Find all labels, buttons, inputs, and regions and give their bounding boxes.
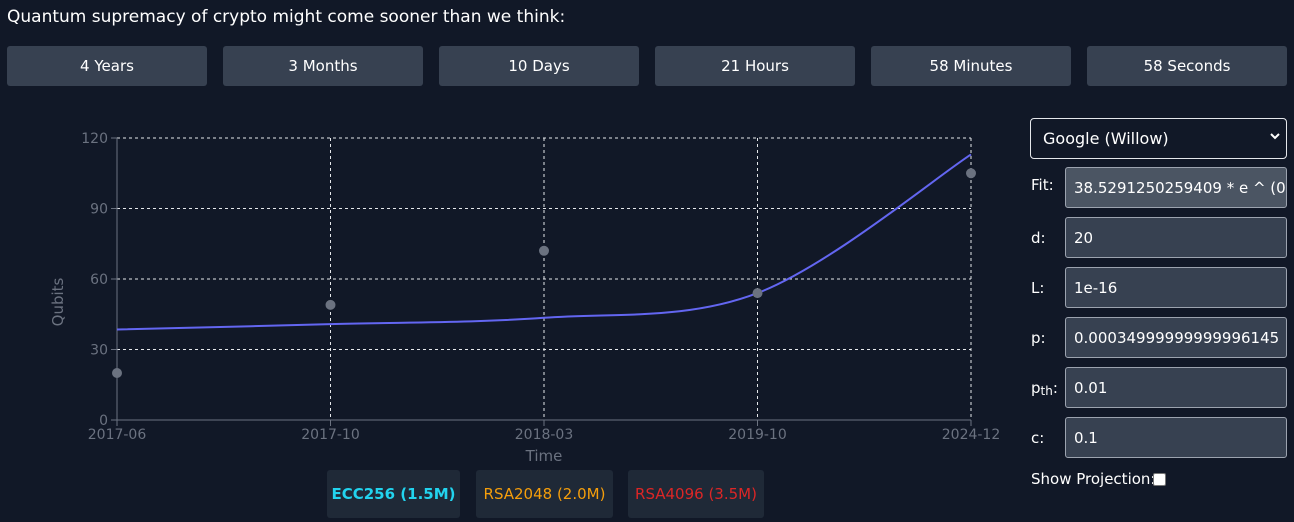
fit-label: Fit: xyxy=(1031,176,1054,194)
show-projection-checkbox[interactable] xyxy=(1153,473,1166,486)
x-axis-label: Time xyxy=(525,447,563,465)
legend-ecc256-label: ECC256 (1.5M) xyxy=(331,485,456,503)
pth-label: pth: xyxy=(1031,379,1058,398)
y-tick-label: 0 xyxy=(99,413,108,429)
countdown-days: 10 Days xyxy=(439,46,639,86)
legend-rsa4096-label: RSA4096 (3.5M) xyxy=(635,485,757,503)
y-tick-label: 120 xyxy=(81,131,108,147)
countdown-months: 3 Months xyxy=(223,46,423,86)
legend-rsa4096[interactable]: RSA4096 (3.5M) xyxy=(628,470,764,518)
y-tick-label: 90 xyxy=(90,202,108,218)
countdown-minutes: 58 Minutes xyxy=(871,46,1071,86)
pth-label-colon: : xyxy=(1052,379,1058,397)
x-tick-label: 2017-06 xyxy=(88,427,147,443)
y-axis-label: Qubits xyxy=(49,277,67,326)
fit-field[interactable]: 38.5291250259409 * e ^ (0.0 xyxy=(1065,167,1287,208)
p-input[interactable]: 0.00034999999999996145 xyxy=(1065,317,1287,358)
show-projection-label: Show Projection: xyxy=(1031,470,1156,488)
qubits-chart: 0 30 60 90 120 2017-06 2017-10 2018-03 2019-10 20… xyxy=(49,131,1000,465)
c-label: c: xyxy=(1031,429,1045,447)
y-tick-label: 30 xyxy=(90,343,108,359)
l-label: L: xyxy=(1031,279,1045,297)
data-points xyxy=(112,168,976,378)
countdown-years: 4 Years xyxy=(7,46,207,86)
x-tick-label: 2018-03 xyxy=(515,427,574,443)
countdown-seconds: 58 Seconds xyxy=(1087,46,1287,86)
pth-label-sub: th xyxy=(1040,384,1053,398)
c-input[interactable]: 0.1 xyxy=(1065,417,1287,458)
d-input[interactable]: 20 xyxy=(1065,217,1287,258)
x-tick-label: 2019-10 xyxy=(728,427,787,443)
legend-rsa2048[interactable]: RSA2048 (2.0M) xyxy=(476,470,613,518)
data-point xyxy=(752,288,763,299)
provider-select-value: Google (Willow) xyxy=(1043,129,1169,148)
pth-label-main: p xyxy=(1031,379,1041,397)
data-point xyxy=(539,245,549,256)
chevron-down-icon xyxy=(1270,133,1280,140)
page-title: Quantum supremacy of crypto might come s… xyxy=(7,7,566,27)
legend-rsa2048-label: RSA2048 (2.0M) xyxy=(483,485,606,503)
pth-input[interactable]: 0.01 xyxy=(1065,367,1287,408)
l-input[interactable]: 1e-16 xyxy=(1065,267,1287,308)
x-tick-label: 2017-10 xyxy=(301,427,360,443)
data-point xyxy=(966,168,976,179)
legend-ecc256[interactable]: ECC256 (1.5M) xyxy=(327,470,460,518)
data-point xyxy=(325,299,336,310)
countdown-hours: 21 Hours xyxy=(655,46,855,86)
countdown-bar: 4 Years 3 Months 10 Days 21 Hours 58 Min… xyxy=(7,46,1287,86)
x-tick-label: 2024-12 xyxy=(942,427,1001,443)
chart-grid xyxy=(116,137,972,421)
provider-select[interactable]: Google (Willow) xyxy=(1030,118,1287,159)
data-point xyxy=(112,368,122,378)
chart-ticks: 0 30 60 90 120 2017-06 2017-10 2018-03 2019-10 20… xyxy=(81,131,1000,443)
p-label: p: xyxy=(1031,329,1046,347)
fit-curve xyxy=(116,153,972,331)
d-label: d: xyxy=(1031,229,1046,247)
y-tick-label: 60 xyxy=(90,272,108,288)
